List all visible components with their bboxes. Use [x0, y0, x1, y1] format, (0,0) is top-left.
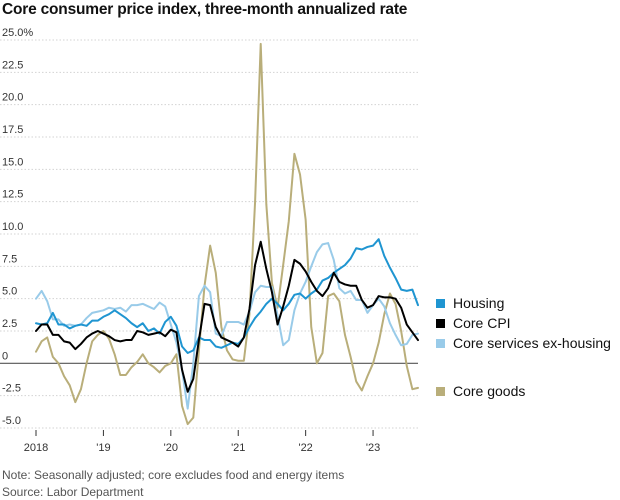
chart-title: Core consumer price index, three-month a…: [2, 1, 408, 18]
y-tick-label: 20.0: [2, 92, 23, 104]
gridlines: [0, 39, 418, 429]
legend-swatch-housing: [436, 298, 445, 308]
x-axis-ticks: 2018 '19 '20 '21 '22 '23: [24, 430, 380, 454]
legend-swatch-core-services: [436, 338, 445, 348]
legend-label-housing: Housing: [453, 295, 505, 311]
series-line-core-cpi: [35, 240, 419, 393]
y-tick-label: 2.5: [2, 318, 17, 330]
y-tick-label: 22.5: [2, 59, 23, 71]
y-tick-label: -2.5: [2, 383, 21, 395]
y-tick-label: 25.0%: [2, 27, 33, 39]
x-tick-label: '19: [96, 442, 110, 454]
x-tick-label: '21: [231, 442, 245, 454]
y-tick-label: -5.0: [2, 415, 21, 427]
legend-item-housing: Housing: [436, 295, 504, 311]
legend-swatch-core-goods: [436, 386, 445, 396]
series-line-housing: [35, 238, 419, 354]
y-tick-label: 15.0: [2, 156, 23, 168]
x-tick-label: '20: [164, 442, 178, 454]
y-tick-label: 12.5: [2, 189, 23, 201]
legend-label-core-goods: Core goods: [453, 383, 526, 399]
y-tick-label: 7.5: [2, 253, 17, 265]
y-tick-label: 0: [2, 350, 8, 362]
y-axis-tick-labels: 25.0% 22.5 20.0 17.5 15.0 12.5 10.0 7.5 5.0 2.5 0 -…: [2, 27, 33, 427]
x-tick-label: '22: [298, 442, 312, 454]
chart-source: Source: Labor Department: [2, 485, 144, 499]
legend-label-core-cpi: Core CPI: [453, 315, 511, 331]
legend-label-core-services: Core services ex-housing: [453, 335, 611, 351]
series-lines: [35, 42, 419, 426]
legend-item-core-goods: Core goods: [436, 383, 525, 399]
y-tick-label: 5.0: [2, 286, 17, 298]
line-chart: 25.0% 22.5 20.0 17.5 15.0 12.5 10.0 7.5 5.0 2.5 0 -…: [0, 27, 419, 454]
chart-note: Note: Seasonally adjusted; core excludes…: [2, 468, 345, 482]
legend-item-core-cpi: Core CPI: [436, 315, 511, 331]
y-tick-label: 10.0: [2, 221, 23, 233]
x-tick-label: 2018: [24, 442, 48, 454]
legend-item-core-services: Core services ex-housing: [436, 335, 611, 351]
series-line-core-goods: [35, 42, 419, 426]
y-tick-label: 17.5: [2, 124, 23, 136]
series-line-core-services-ex-housing: [35, 242, 419, 410]
x-tick-label: '23: [366, 442, 380, 454]
legend-swatch-core-cpi: [436, 318, 445, 328]
